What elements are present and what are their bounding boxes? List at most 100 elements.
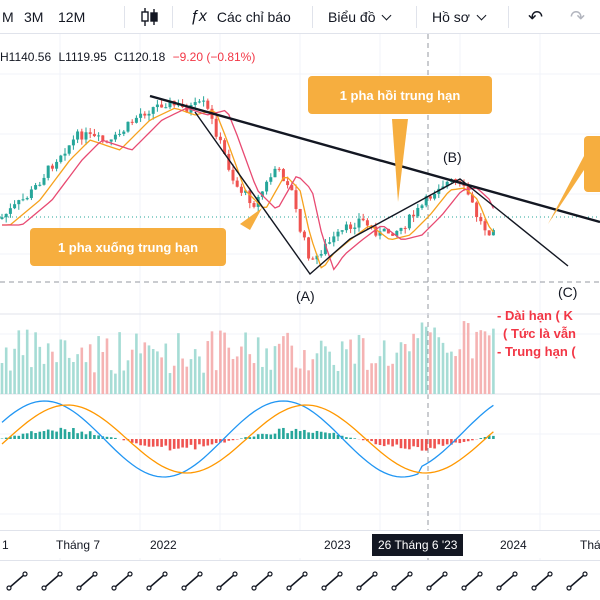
macd-bar bbox=[403, 439, 407, 449]
cypher-tool-button[interactable] bbox=[389, 567, 415, 595]
interval-m-button[interactable]: M bbox=[2, 0, 14, 34]
fib-tool-button[interactable] bbox=[109, 567, 135, 595]
candle-body bbox=[214, 118, 218, 137]
volume-bar bbox=[290, 345, 294, 394]
elliott-tool-button[interactable] bbox=[284, 567, 310, 595]
comment-tool-button[interactable] bbox=[494, 567, 520, 595]
macd-bar bbox=[13, 435, 16, 439]
time-axis[interactable]: 1 Tháng 7 2022 2023 2024 Thá 26 Tháng 6 … bbox=[0, 530, 600, 558]
candle-body bbox=[391, 233, 395, 236]
candle-body bbox=[21, 199, 25, 201]
interval-3m-button[interactable]: 3M bbox=[24, 0, 43, 34]
volume-bar bbox=[189, 359, 193, 394]
function-icon: ƒx bbox=[190, 8, 207, 25]
abc-wave-path[interactable] bbox=[194, 111, 569, 276]
macd-bar bbox=[479, 438, 483, 439]
volume-bar bbox=[118, 332, 121, 394]
candles-chart-type-button[interactable] bbox=[140, 0, 160, 34]
ohlc-low: L1119.95 bbox=[58, 50, 107, 64]
candle-body bbox=[286, 181, 290, 186]
chart-area[interactable]: H1140.56 L1119.95 C1120.18 −9.20 (−0.81%… bbox=[0, 34, 600, 564]
bet-tool-button[interactable] bbox=[529, 567, 555, 595]
note-line-3: - Trung hạn ( bbox=[497, 344, 576, 359]
candle-body bbox=[336, 231, 340, 237]
volume-bar bbox=[420, 322, 424, 394]
volume-bar bbox=[454, 356, 457, 394]
volume-bar bbox=[475, 331, 478, 394]
measure-tool-button[interactable] bbox=[459, 567, 485, 595]
text-tool-button[interactable] bbox=[214, 567, 240, 595]
abcd-tool-button[interactable] bbox=[319, 567, 345, 595]
macd-bar bbox=[240, 438, 243, 439]
abc-tool-button[interactable] bbox=[354, 567, 380, 595]
range-icon bbox=[251, 571, 273, 591]
pitchfork-tool-button[interactable] bbox=[74, 567, 100, 595]
right-callout[interactable] bbox=[584, 136, 600, 192]
candle-body bbox=[193, 102, 197, 106]
macd-bar bbox=[269, 434, 273, 439]
volume-bar bbox=[370, 363, 373, 394]
volume-bar bbox=[206, 341, 210, 394]
candle-body bbox=[118, 133, 122, 135]
candle-body bbox=[252, 203, 256, 207]
macd-bar bbox=[219, 439, 222, 443]
macd-bar bbox=[34, 433, 37, 439]
shapes-tool-button[interactable] bbox=[144, 567, 170, 595]
macd-bar bbox=[46, 429, 50, 439]
candle-body bbox=[273, 168, 277, 178]
volume-bar bbox=[0, 363, 4, 394]
interval-12m-button[interactable]: 12M bbox=[58, 0, 85, 34]
candle-body bbox=[315, 255, 319, 260]
candle-body bbox=[34, 185, 38, 190]
chart-canvas[interactable] bbox=[0, 34, 600, 564]
macd-bar bbox=[214, 439, 218, 444]
candle-body bbox=[470, 194, 474, 203]
down-phase-callout[interactable]: 1 pha xuống trung hạn bbox=[30, 228, 226, 266]
range-tool-button[interactable] bbox=[249, 567, 275, 595]
volume-bar bbox=[59, 339, 63, 394]
lines-tool-button[interactable] bbox=[39, 567, 65, 595]
candle-body bbox=[202, 100, 206, 102]
template-dropdown[interactable]: Hồ sơ bbox=[432, 0, 487, 34]
volume-bar bbox=[378, 356, 382, 394]
indicators-button[interactable]: ƒx Các chỉ báo bbox=[190, 0, 291, 34]
candle-body bbox=[8, 208, 12, 214]
candle-body bbox=[151, 107, 155, 114]
brush-tool-button[interactable] bbox=[424, 567, 450, 595]
macd-bar bbox=[332, 432, 336, 439]
volume-bar bbox=[198, 356, 201, 394]
time-tick: Tháng 7 bbox=[56, 538, 101, 552]
candle-body bbox=[248, 190, 252, 204]
candle-body bbox=[374, 226, 378, 236]
candle-body bbox=[71, 139, 75, 146]
cypher-icon bbox=[391, 571, 413, 591]
path-tool-button[interactable] bbox=[179, 567, 205, 595]
volume-bar bbox=[67, 357, 71, 394]
comment-icon bbox=[496, 571, 518, 591]
candle-body bbox=[197, 101, 201, 103]
candle-body bbox=[332, 236, 336, 243]
macd-bar bbox=[336, 434, 340, 439]
volume-bar bbox=[286, 332, 289, 394]
volume-bar bbox=[294, 367, 298, 394]
candle-body bbox=[433, 193, 437, 199]
macd-bar bbox=[244, 437, 247, 439]
chart-type-label: Biểu đồ bbox=[328, 9, 376, 25]
toolbar-divider bbox=[172, 6, 173, 28]
candle-body bbox=[483, 221, 487, 231]
volume-bar bbox=[135, 333, 138, 394]
macd-bar bbox=[328, 433, 331, 439]
undo-button[interactable]: ↶ bbox=[528, 0, 543, 34]
rebound-phase-callout[interactable]: 1 pha hồi trung hạn bbox=[308, 76, 492, 114]
cursor-tool-button[interactable] bbox=[4, 567, 30, 595]
candle-body bbox=[29, 189, 33, 199]
long-term-resistance-trendline[interactable] bbox=[149, 94, 600, 224]
pitchfork-icon bbox=[76, 571, 98, 591]
top-toolbar: M 3M 12M ƒx Các chỉ báo Biểu đồ Hồ sơ ↶ … bbox=[0, 0, 600, 34]
chart-type-dropdown[interactable]: Biểu đồ bbox=[328, 0, 392, 34]
ohlc-change: −9.20 (−0.81%) bbox=[172, 50, 256, 64]
macd-bar bbox=[454, 439, 457, 443]
interval-label: 12M bbox=[58, 9, 86, 25]
redo-button[interactable]: ↷ bbox=[570, 0, 585, 34]
arrow-tool-button[interactable] bbox=[564, 567, 590, 595]
